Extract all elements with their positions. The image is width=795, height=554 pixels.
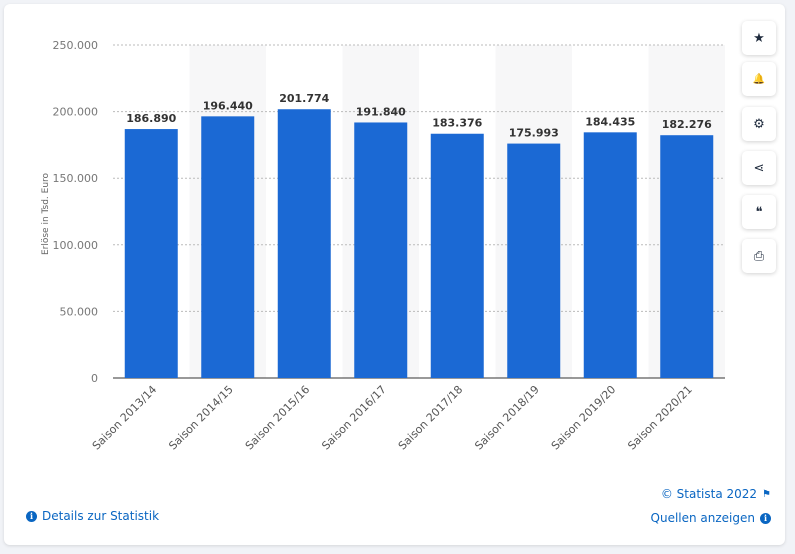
star-icon: ★	[753, 30, 765, 46]
y-tick-label: 0	[91, 372, 98, 385]
copyright-link[interactable]: © Statista 2022 ⚑	[661, 487, 771, 501]
sources-link[interactable]: Quellen anzeigen i	[651, 511, 771, 525]
y-tick-label: 100.000	[53, 239, 99, 252]
bar	[430, 133, 484, 378]
data-label: 184.435	[585, 115, 635, 128]
sources-label: Quellen anzeigen	[650, 511, 755, 525]
settings-button[interactable]: ⚙	[742, 107, 776, 141]
print-icon: ⎙	[753, 248, 765, 264]
y-axis-label: Erlöse in Tsd. Euro	[41, 172, 51, 255]
x-tick-label: Saison 2013/14	[90, 383, 160, 453]
data-label: 196.440	[203, 99, 253, 112]
bar	[660, 135, 714, 378]
bar	[201, 116, 255, 378]
info-icon: i	[760, 512, 771, 524]
bar	[583, 132, 637, 378]
x-tick-label: Saison 2016/17	[319, 383, 389, 453]
x-tick-label: Saison 2017/18	[396, 383, 466, 453]
x-tick-label: Saison 2014/15	[166, 383, 236, 453]
x-tick-label: Saison 2018/19	[472, 383, 542, 453]
quote-icon: ❝	[755, 204, 763, 220]
info-icon: i	[26, 510, 37, 522]
details-label: Details zur Statistik	[42, 509, 160, 523]
favorite-button[interactable]: ★	[742, 21, 776, 55]
share-icon: ⋖	[753, 160, 765, 176]
data-label: 201.774	[279, 92, 329, 105]
details-link[interactable]: i Details zur Statistik	[26, 509, 159, 523]
bar	[277, 109, 331, 378]
notification-button[interactable]: 🔔	[742, 62, 776, 96]
y-tick-label: 150.000	[53, 172, 99, 185]
y-tick-label: 50.000	[60, 305, 99, 318]
data-label: 191.840	[356, 105, 406, 118]
bell-icon: 🔔	[752, 73, 766, 85]
bar	[507, 143, 561, 378]
flag-icon: ⚑	[762, 488, 771, 500]
y-tick-label: 200.000	[53, 106, 99, 119]
gear-icon: ⚙	[753, 116, 765, 132]
y-tick-label: 250.000	[53, 39, 99, 52]
data-label: 183.376	[432, 117, 482, 130]
bar	[124, 129, 178, 378]
data-label: 186.890	[126, 112, 176, 125]
data-label: 182.276	[662, 118, 712, 131]
bar	[354, 122, 408, 378]
data-label: 175.993	[509, 127, 559, 140]
share-button[interactable]: ⋖	[742, 151, 776, 185]
x-tick-label: Saison 2020/21	[625, 383, 695, 453]
cite-button[interactable]: ❝	[742, 195, 776, 229]
chart-card: 0 50.000 100.000 150.000 200.000 250.000 Erlös…	[4, 4, 785, 545]
bar-chart: 0 50.000 100.000 150.000 200.000 250.000 Erlös…	[41, 39, 725, 453]
x-tick-label: Saison 2019/20	[549, 383, 619, 453]
x-tick-label: Saison 2015/16	[243, 383, 313, 453]
copyright-label: © Statista 2022	[660, 487, 758, 501]
print-button[interactable]: ⎙	[742, 239, 776, 273]
